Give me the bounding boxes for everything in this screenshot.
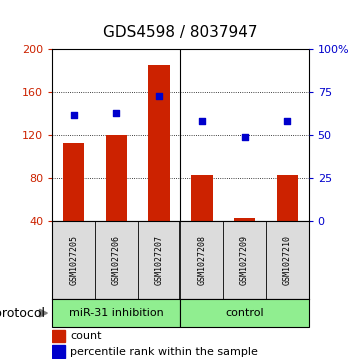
Text: GSM1027205: GSM1027205 <box>69 236 78 285</box>
Text: percentile rank within the sample: percentile rank within the sample <box>70 347 258 357</box>
Point <box>71 112 77 118</box>
Text: miR-31 inhibition: miR-31 inhibition <box>69 308 164 318</box>
Bar <box>52 299 180 327</box>
Bar <box>148 65 170 221</box>
Point <box>113 110 119 116</box>
Point <box>284 118 290 124</box>
Bar <box>106 135 127 221</box>
Bar <box>52 345 65 358</box>
Bar <box>277 175 298 221</box>
Bar <box>191 175 213 221</box>
Text: protocol: protocol <box>0 307 49 319</box>
Text: GSM1027207: GSM1027207 <box>155 236 164 285</box>
Text: GSM1027206: GSM1027206 <box>112 236 121 285</box>
Bar <box>180 299 309 327</box>
Text: count: count <box>70 331 102 341</box>
Point <box>242 134 247 140</box>
Text: GSM1027210: GSM1027210 <box>283 236 292 285</box>
Bar <box>52 330 65 342</box>
Bar <box>234 218 255 221</box>
Text: GDS4598 / 8037947: GDS4598 / 8037947 <box>103 25 258 40</box>
Text: GSM1027209: GSM1027209 <box>240 236 249 285</box>
Point <box>199 118 205 124</box>
Text: control: control <box>225 308 264 318</box>
Bar <box>63 143 84 221</box>
Point <box>156 93 162 98</box>
Text: GSM1027208: GSM1027208 <box>197 236 206 285</box>
